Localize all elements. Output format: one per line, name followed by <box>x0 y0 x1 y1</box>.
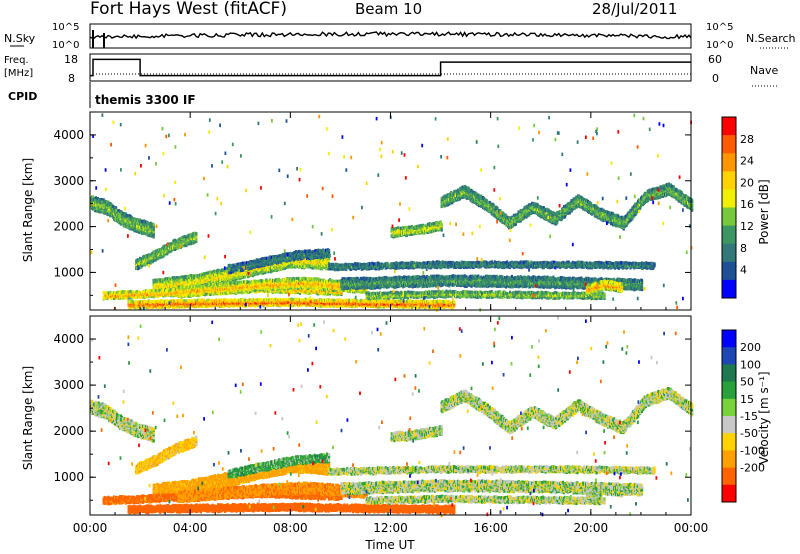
data-cell <box>138 266 141 270</box>
data-cell <box>100 198 103 202</box>
data-cell <box>164 284 167 288</box>
freq-tick-top: 18 <box>64 53 78 66</box>
data-cell <box>91 195 95 199</box>
data-cell <box>136 263 139 266</box>
nave-tick-bottom: 0 <box>712 72 719 85</box>
data-cell <box>195 232 198 236</box>
data-cell <box>195 281 198 285</box>
nsearch-label: N.Search <box>746 32 796 45</box>
cpid-label: CPID <box>8 90 37 103</box>
data-cell <box>112 205 115 209</box>
site-title: Fort Hays West (fitACF) <box>90 0 287 19</box>
data-cell <box>195 237 198 241</box>
data-cell <box>161 278 164 282</box>
data-cell <box>152 226 155 230</box>
freq-tick-bottom: 8 <box>68 72 75 85</box>
nsky-panel-frame <box>89 23 692 49</box>
data-cell <box>311 266 314 270</box>
data-cell <box>152 222 155 226</box>
data-cell <box>114 211 117 215</box>
data-cell <box>206 273 209 277</box>
data-cell <box>327 249 331 252</box>
nsky-tick-top: 10^5 <box>52 22 79 33</box>
nsky-trace <box>89 30 692 48</box>
data-cell <box>215 273 218 277</box>
nave-label: Nave <box>750 64 778 77</box>
nave-tick-top: 60 <box>708 53 722 66</box>
data-cell <box>173 238 176 242</box>
data-cell <box>165 277 168 281</box>
data-cell <box>137 264 140 268</box>
data-cell <box>115 206 118 210</box>
freq-label-line1: Freq. <box>4 55 29 66</box>
nsearch-tick-bottom: 10^0 <box>706 40 733 51</box>
data-cell <box>155 249 158 253</box>
cpid-text: themis 3300 IF <box>95 93 196 107</box>
beam-label: Beam 10 <box>355 0 422 18</box>
data-cell <box>232 263 235 267</box>
nsky-tick-bottom: 10^0 <box>52 40 79 51</box>
nsky-series <box>89 31 692 40</box>
data-cell <box>220 298 223 302</box>
data-cell <box>261 268 264 272</box>
nsky-label: N.Sky <box>4 32 36 45</box>
data-cell <box>155 251 158 255</box>
power-data-cells <box>90 113 694 312</box>
data-cell <box>138 231 141 235</box>
data-cell <box>237 277 240 281</box>
data-cell <box>120 212 123 216</box>
nsearch-tick-top: 10^5 <box>706 22 733 33</box>
date-label: 28/Jul/2011 <box>592 0 677 18</box>
freq-line <box>90 58 691 77</box>
data-cell <box>145 262 148 266</box>
data-cell <box>164 244 167 248</box>
data-cell <box>120 210 123 214</box>
data-cell <box>152 235 155 239</box>
data-cell <box>234 278 237 282</box>
freq-label-line2: [MHz] <box>4 68 33 79</box>
freq-panel-frame <box>89 53 692 82</box>
